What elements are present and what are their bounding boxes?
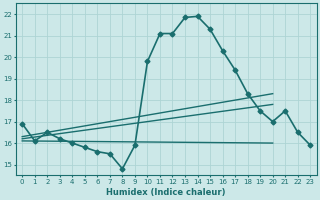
X-axis label: Humidex (Indice chaleur): Humidex (Indice chaleur): [107, 188, 226, 197]
